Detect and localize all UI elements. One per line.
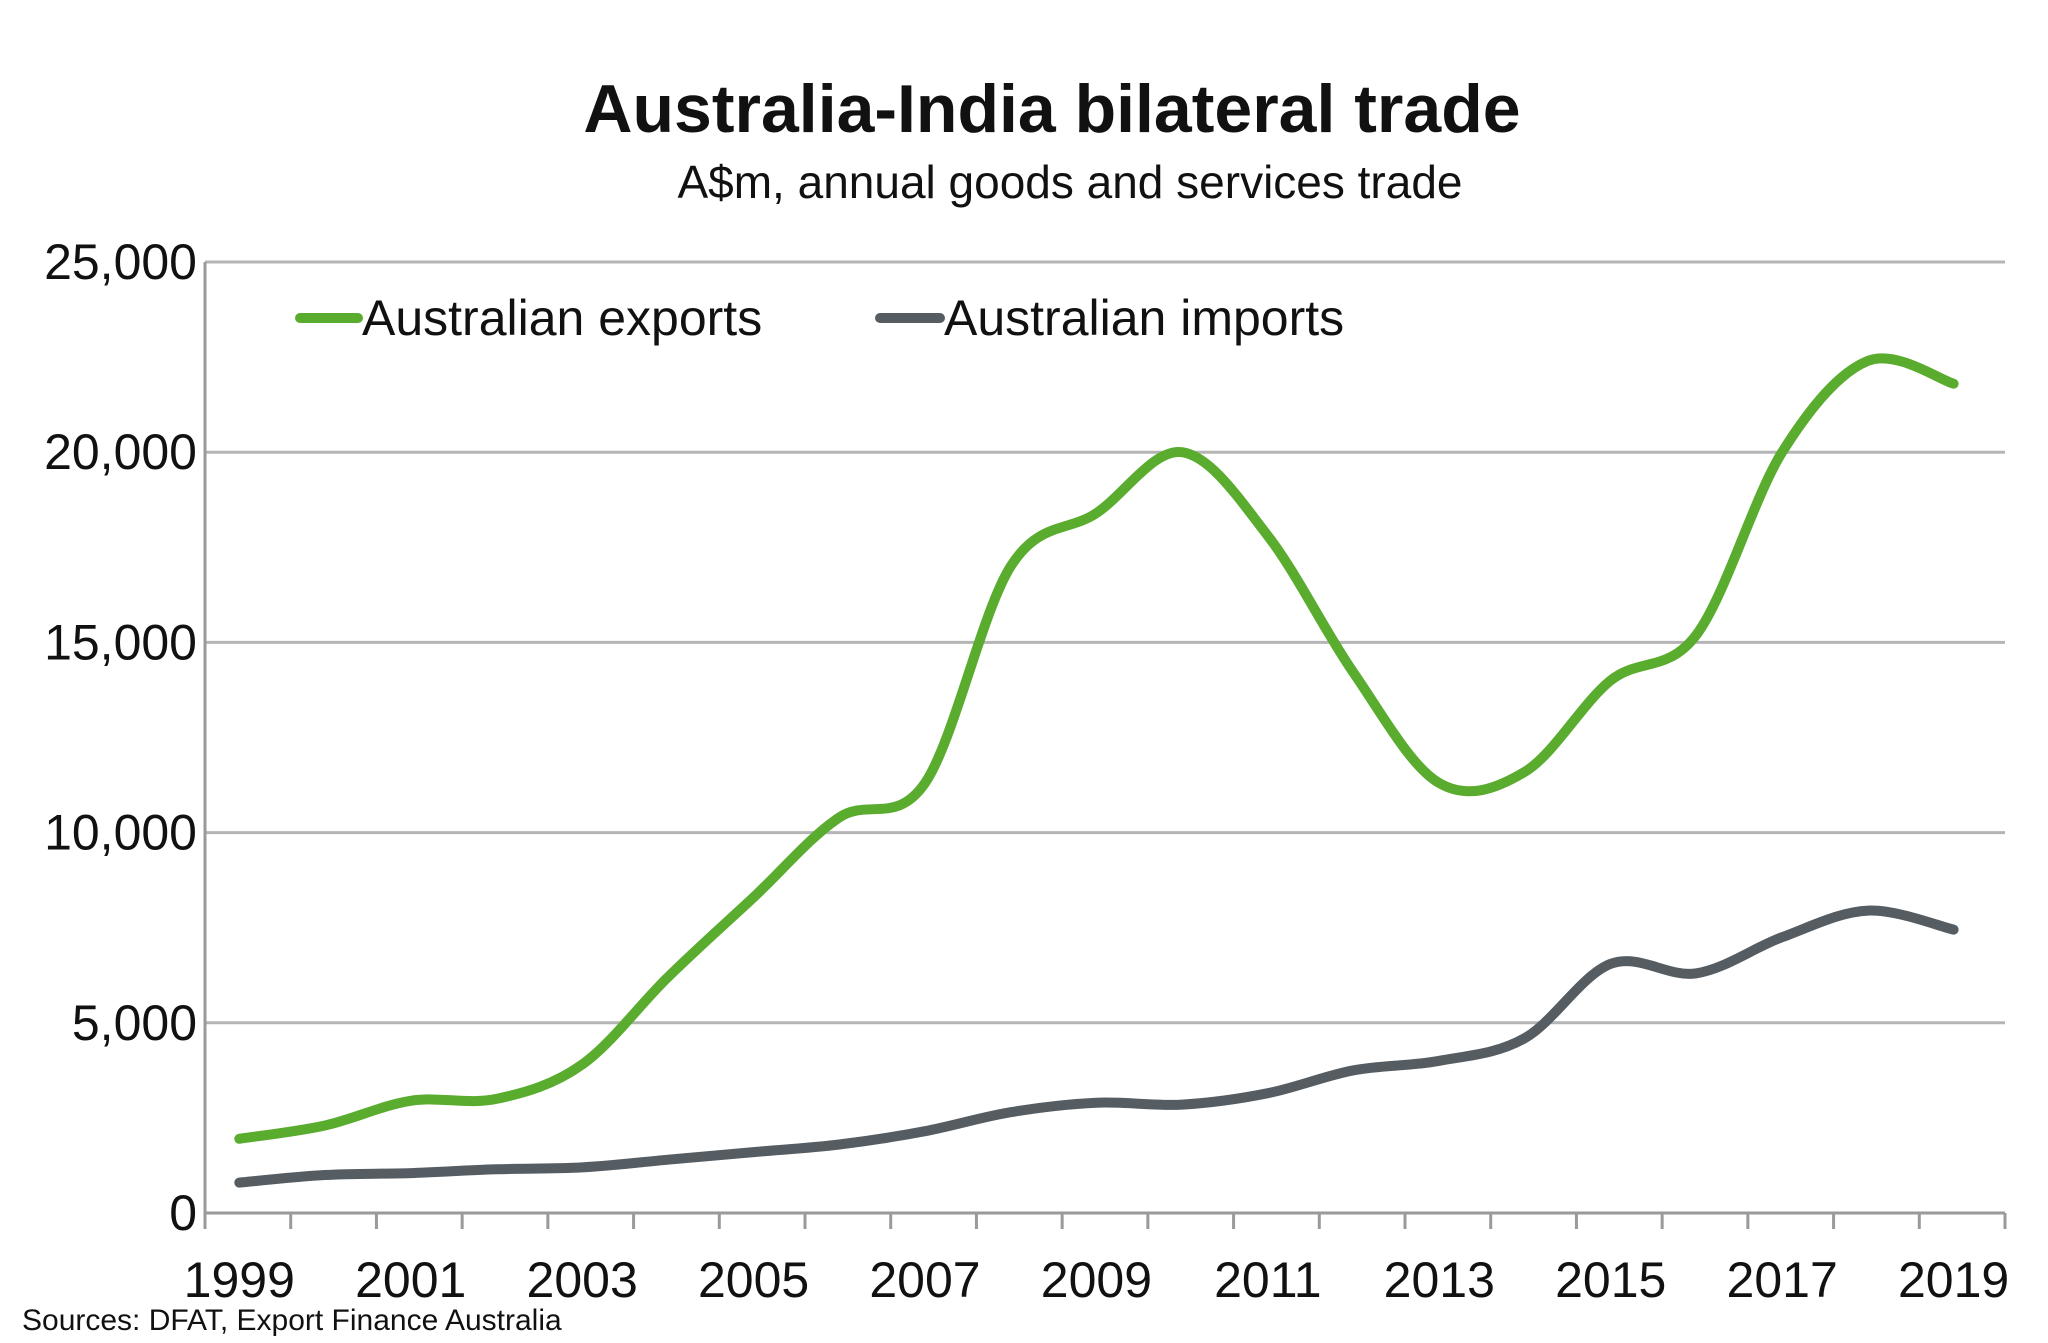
series-line-australian-imports bbox=[234, 905, 1959, 1188]
x-tick-label: 2011 bbox=[1214, 1252, 1322, 1308]
y-tick-label: 5,000 bbox=[72, 995, 197, 1051]
gridlines bbox=[205, 260, 2005, 1025]
source-note: Sources: DFAT, Export Finance Australia bbox=[22, 1304, 562, 1337]
x-tick-label: 2015 bbox=[1555, 1252, 1666, 1308]
x-tick-label: 2019 bbox=[1898, 1252, 2009, 1308]
x-tick-label: 1999 bbox=[184, 1252, 295, 1308]
x-tick-label: 2007 bbox=[869, 1252, 980, 1308]
legend-label-australian-exports: Australian exports bbox=[362, 290, 762, 346]
series-line-australian-exports bbox=[234, 353, 1959, 1144]
chart-title: Australia-India bilateral trade bbox=[583, 71, 1520, 147]
legend-label-australian-imports: Australian imports bbox=[944, 290, 1344, 346]
x-tick-label: 2017 bbox=[1727, 1252, 1838, 1308]
x-tick-label: 2003 bbox=[527, 1252, 638, 1308]
y-tick-label: 25,000 bbox=[44, 234, 197, 290]
y-tick-label: 20,000 bbox=[44, 424, 197, 480]
series-layer bbox=[234, 353, 1959, 1188]
legend: Australian exports Australian imports bbox=[295, 290, 1344, 346]
axes: 0 5,000 10,000 15,000 20,000 25,000 1999 2001 20… bbox=[44, 234, 2009, 1308]
y-tick-label: 15,000 bbox=[44, 614, 197, 670]
x-tick-label: 2005 bbox=[698, 1252, 809, 1308]
x-tick-label: 2009 bbox=[1041, 1252, 1152, 1308]
x-tick-label: 2013 bbox=[1384, 1252, 1495, 1308]
y-tick-label: 0 bbox=[169, 1185, 197, 1241]
x-tick-label: 2001 bbox=[355, 1252, 466, 1308]
chart-subtitle: A$m, annual goods and services trade bbox=[677, 156, 1462, 208]
y-tick-label: 10,000 bbox=[44, 805, 197, 861]
